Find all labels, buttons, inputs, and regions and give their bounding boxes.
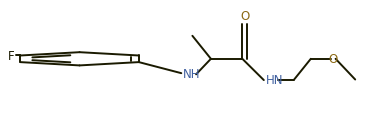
Text: F: F xyxy=(8,50,15,62)
Text: NH: NH xyxy=(183,68,201,81)
Text: HN: HN xyxy=(266,73,283,86)
Text: O: O xyxy=(329,53,338,66)
Text: O: O xyxy=(240,10,249,23)
